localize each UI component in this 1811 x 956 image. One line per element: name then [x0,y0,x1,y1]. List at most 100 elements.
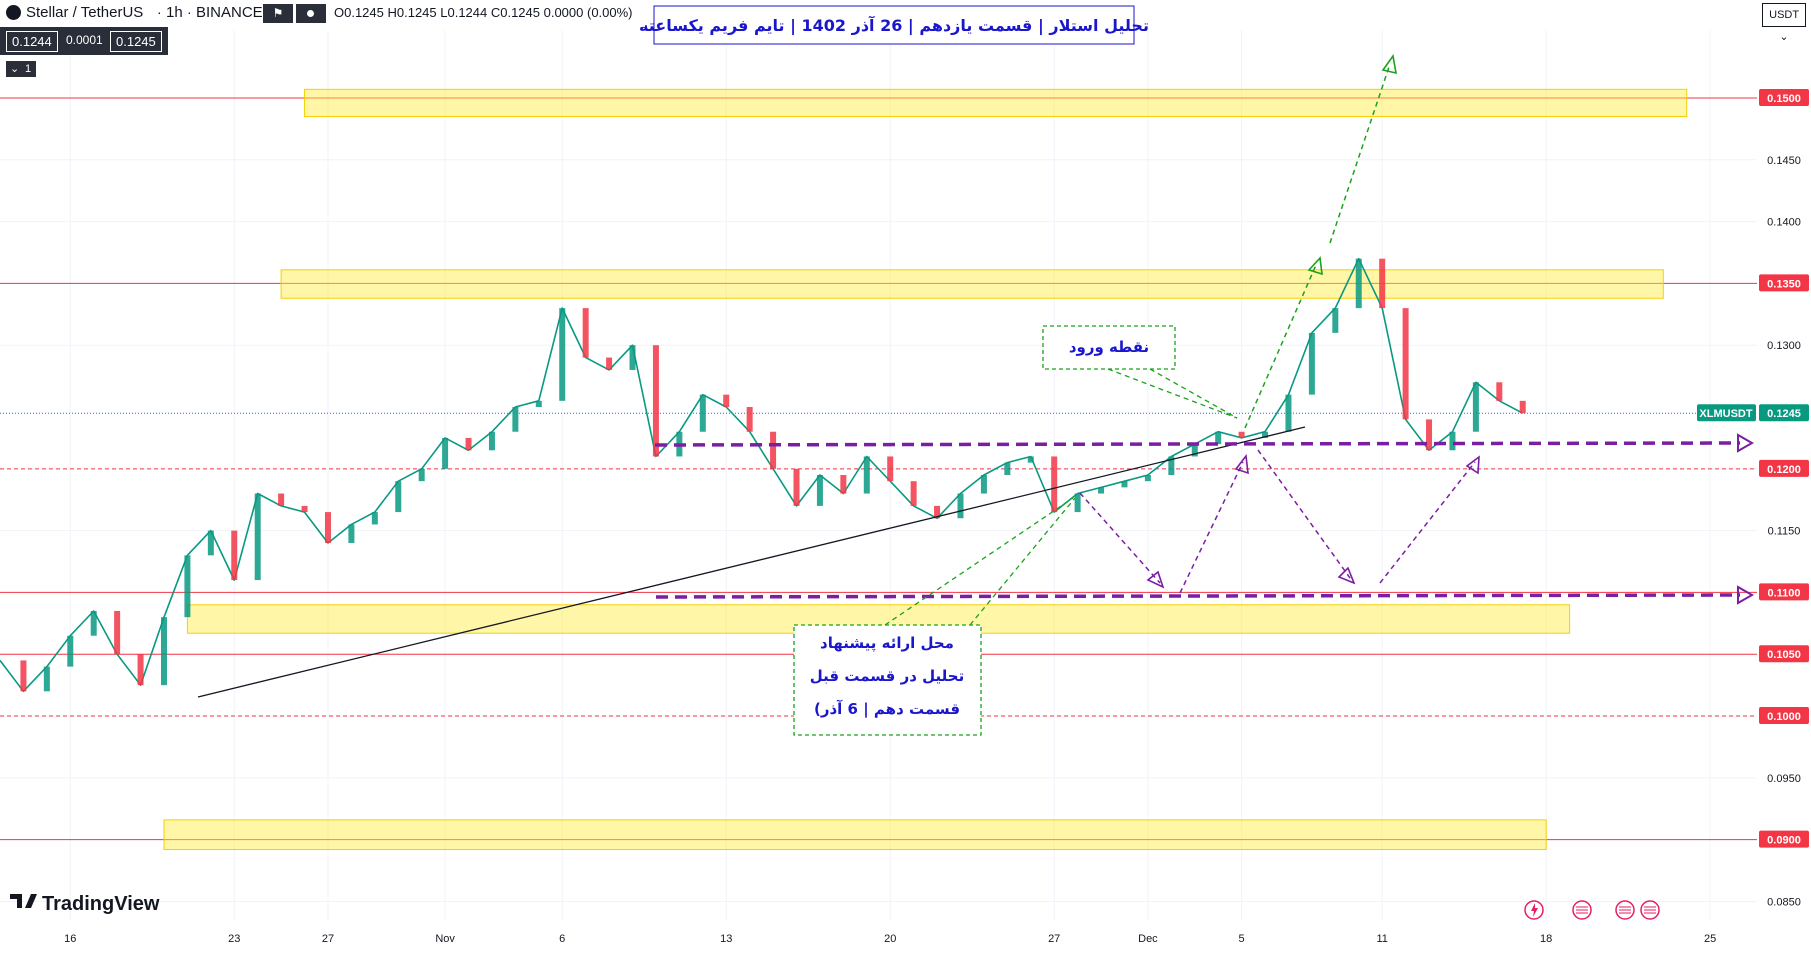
purple-head-4 [1465,455,1480,475]
last-price-label: 0.1245 [1767,408,1801,420]
candle [488,431,495,451]
price-zone [304,88,1688,118]
y-tick-label: 0.0900 [1767,835,1801,847]
prev-analysis-pointer-2 [969,497,1076,626]
candle [723,394,730,408]
candle [1215,431,1222,445]
purple-level-0.1205[interactable] [654,441,1741,447]
candle [254,493,261,581]
candle [1308,332,1315,395]
price-line [0,257,1524,693]
candle [1426,419,1433,451]
candle [535,400,542,408]
symbol-header[interactable]: Stellar / TetherUS · 1h · BINANCE ⚑ O0.1… [0,0,645,27]
candle [1402,308,1409,420]
candle [67,635,74,667]
candle [863,456,870,494]
y-tick-label: 0.1000 [1767,711,1801,723]
candle [980,475,987,494]
price-tags: 0.1500 0.1350 0.1200 0.1100 0.1050 0.1000 0.09… [1697,88,1809,848]
green-path-1 [1244,264,1317,429]
prev-analysis-line-1: محل ارائه پیشنهاد [820,634,954,653]
flag-icon[interactable]: ⚑ [263,4,293,23]
chevron-down-icon: ⌄ [10,63,20,75]
candle [1472,382,1479,432]
ascending-trendline[interactable] [197,426,1306,698]
purple-level-0.1092[interactable] [655,593,1741,599]
candle [1144,475,1151,482]
candle [934,505,941,519]
prev-analysis-line-2: تحلیل در قسمت قبل [810,667,964,685]
bottom-event-icons[interactable] [1524,900,1660,920]
candle [207,530,214,556]
candle [793,468,800,506]
candle [840,475,847,494]
y-tick-label: 0.1350 [1767,278,1801,290]
annotation-labels: تحلیل استلار | قسمت یازدهم | 26 آذر 1402… [639,5,1176,736]
tradingview-logo[interactable]: TradingView [10,893,160,915]
separator-dot: · [157,4,162,20]
y-tick-label: 0.1050 [1767,649,1801,661]
candle [910,481,917,506]
candle [278,493,285,506]
status-dot-icon[interactable] [296,4,326,23]
bid-ask-bar: 0.1244 0.0001 0.1245 [0,27,168,55]
candle [465,437,472,451]
tradingview-logo-icon [10,894,37,908]
purple-path-up-1 [1179,461,1244,594]
y-tick-label: 0.1300 [1767,340,1801,352]
candle [137,654,144,686]
purple-path-up-2 [1379,461,1476,584]
y-tick-label: 0.1450 [1767,155,1801,167]
entry-label-box [1042,325,1176,370]
indicators-toggle[interactable]: ⌄ 1 [6,61,36,77]
interval-label[interactable]: 1h [166,4,183,21]
candle [1098,487,1105,494]
candle [1449,431,1456,451]
analysis-drawings [197,53,1755,698]
x-tick-label: 11 [1376,933,1387,945]
x-tick-label: Nov [435,933,455,945]
y-tick-label: 0.0850 [1767,896,1801,908]
candle [1074,493,1081,513]
green-head-1 [1307,256,1323,276]
candle [371,512,378,525]
chart-title: تحلیل استلار | قسمت یازدهم | 26 آذر 1402… [639,15,1149,36]
candle [652,345,659,457]
supply-demand-zones [163,88,1688,851]
currency-selector[interactable]: USDT ⌄ [1762,3,1806,43]
price-zone [280,269,1664,299]
candle [1004,462,1011,475]
price-zone [163,819,1547,851]
candle [1168,456,1175,475]
purple-path-down-1 [1079,492,1161,584]
axes: 16 23 27 Nov 6 13 20 27 Dec 5 11 18 25 0.1450 0.1400 0.… [64,155,1801,945]
price-series [0,257,1526,693]
candle [114,610,121,655]
entry-callout-pointer-2 [1149,368,1238,419]
symbol-tag [1697,404,1756,422]
level-tag [1759,830,1809,848]
ask-button[interactable]: 0.1245 [110,31,162,52]
candle [746,407,753,432]
symbol-title[interactable]: Stellar / TetherUS [26,4,144,21]
candle [582,308,589,358]
candle [395,481,402,513]
y-tick-label: 0.1150 [1768,526,1801,538]
candle [1191,444,1198,457]
level-tag [1759,459,1809,477]
y-tick-label: 0.1500 [1767,93,1801,105]
candle [1051,456,1058,513]
candle [1262,431,1269,438]
y-tick-label: 0.1400 [1767,217,1801,229]
title-box [653,5,1135,45]
x-tick-label: 20 [884,933,896,945]
candle [699,394,706,432]
separator-dot-2: · [187,4,192,20]
candle [418,468,425,482]
bid-button[interactable]: 0.1244 [6,31,58,52]
candle [887,456,894,482]
y-tick-label: 0.0950 [1767,773,1801,785]
